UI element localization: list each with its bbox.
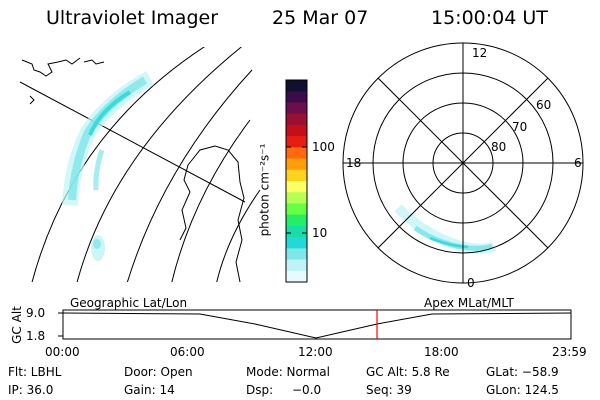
aurora-emission [62, 70, 154, 261]
instrument-title: Ultraviolet Imager [46, 7, 219, 29]
apex-label: Apex MLat/MLT [424, 296, 514, 310]
dsp-label: Dsp: [246, 383, 274, 397]
mode-info: Mode: Normal [246, 365, 330, 379]
colorbar-cell [286, 270, 307, 283]
colorbar-cell [286, 181, 307, 193]
colorbar-cell [286, 192, 307, 204]
colorbar-cell [286, 147, 307, 160]
colorbar-cell [286, 259, 307, 272]
coastline [187, 145, 245, 282]
colorbar-cell [286, 102, 307, 115]
mlt-label-6: 6 [574, 156, 582, 170]
seq-info: Seq: 39 [366, 383, 412, 397]
x-tick-2359: 23:59 [552, 345, 587, 359]
altitude-timeline [58, 309, 572, 340]
door-info: Door: Open [124, 365, 193, 379]
coastline [29, 95, 35, 105]
mlt-label-12: 12 [472, 46, 488, 60]
y-tick-high: 9.0 [26, 306, 46, 320]
altitude-curve [62, 312, 572, 339]
ip-info: IP: 36.0 [8, 383, 54, 397]
geographic-label: Geographic Lat/Lon [70, 296, 188, 310]
filter-info: Flt: LBHL [8, 365, 62, 379]
colorbar-cell [286, 158, 307, 171]
observation-date: 25 Mar 07 [272, 7, 369, 29]
gain-info: Gain: 14 [124, 383, 175, 397]
coastline [21, 57, 81, 77]
colorbar-cell [286, 248, 307, 261]
latitude-arc [216, 189, 261, 282]
gc-alt-info: GC Alt: 5.8 Re [366, 365, 450, 379]
coastline [83, 59, 105, 65]
x-tick-0000: 00:00 [45, 345, 80, 359]
longitude-line [19, 81, 246, 203]
lat-label-80: 80 [491, 140, 507, 154]
coastline [179, 164, 191, 241]
lat-label-70: 70 [512, 120, 528, 134]
latitude-arc [76, 47, 243, 282]
x-tick-1200: 12:00 [298, 345, 333, 359]
colorbar-cell [286, 136, 307, 148]
colorbar-tick-100: 100 [312, 140, 335, 154]
mlt-label-18: 18 [346, 156, 362, 170]
colorbar-unit-label: photon cm⁻²s⁻¹ [257, 143, 272, 237]
color-bar [285, 79, 308, 283]
latitude-arc [171, 119, 251, 282]
glat-info: GLat: −58.9 [486, 365, 559, 379]
gc-alt-axis-title: GC Alt [9, 306, 24, 344]
colorbar-cell [286, 203, 307, 216]
x-tick-0600: 06:00 [170, 345, 205, 359]
latitude-arc [126, 69, 253, 282]
lat-label-60: 60 [536, 98, 552, 112]
dsp-value: −0.0 [292, 383, 322, 397]
colorbar-cell [286, 214, 307, 227]
latitude-arc [31, 47, 206, 282]
geographic-map [19, 47, 261, 282]
mlt-label-0: 0 [467, 276, 475, 290]
observation-time: 15:00:04 UT [431, 7, 548, 29]
colorbar-tick-10: 10 [312, 226, 328, 240]
colorbar-cell [286, 169, 307, 182]
colorbar-cell [286, 225, 307, 238]
polar-aurora [394, 204, 497, 254]
polar-plot [342, 42, 584, 284]
x-tick-1800: 18:00 [424, 345, 459, 359]
colorbar-cell [286, 113, 307, 126]
colorbar-cell [286, 124, 307, 137]
colorbar-cell [286, 237, 307, 249]
y-tick-low: 1.8 [26, 329, 46, 343]
colorbar-cell [286, 80, 307, 92]
colorbar-cell [286, 91, 307, 103]
glon-info: GLon: 124.5 [486, 383, 559, 397]
